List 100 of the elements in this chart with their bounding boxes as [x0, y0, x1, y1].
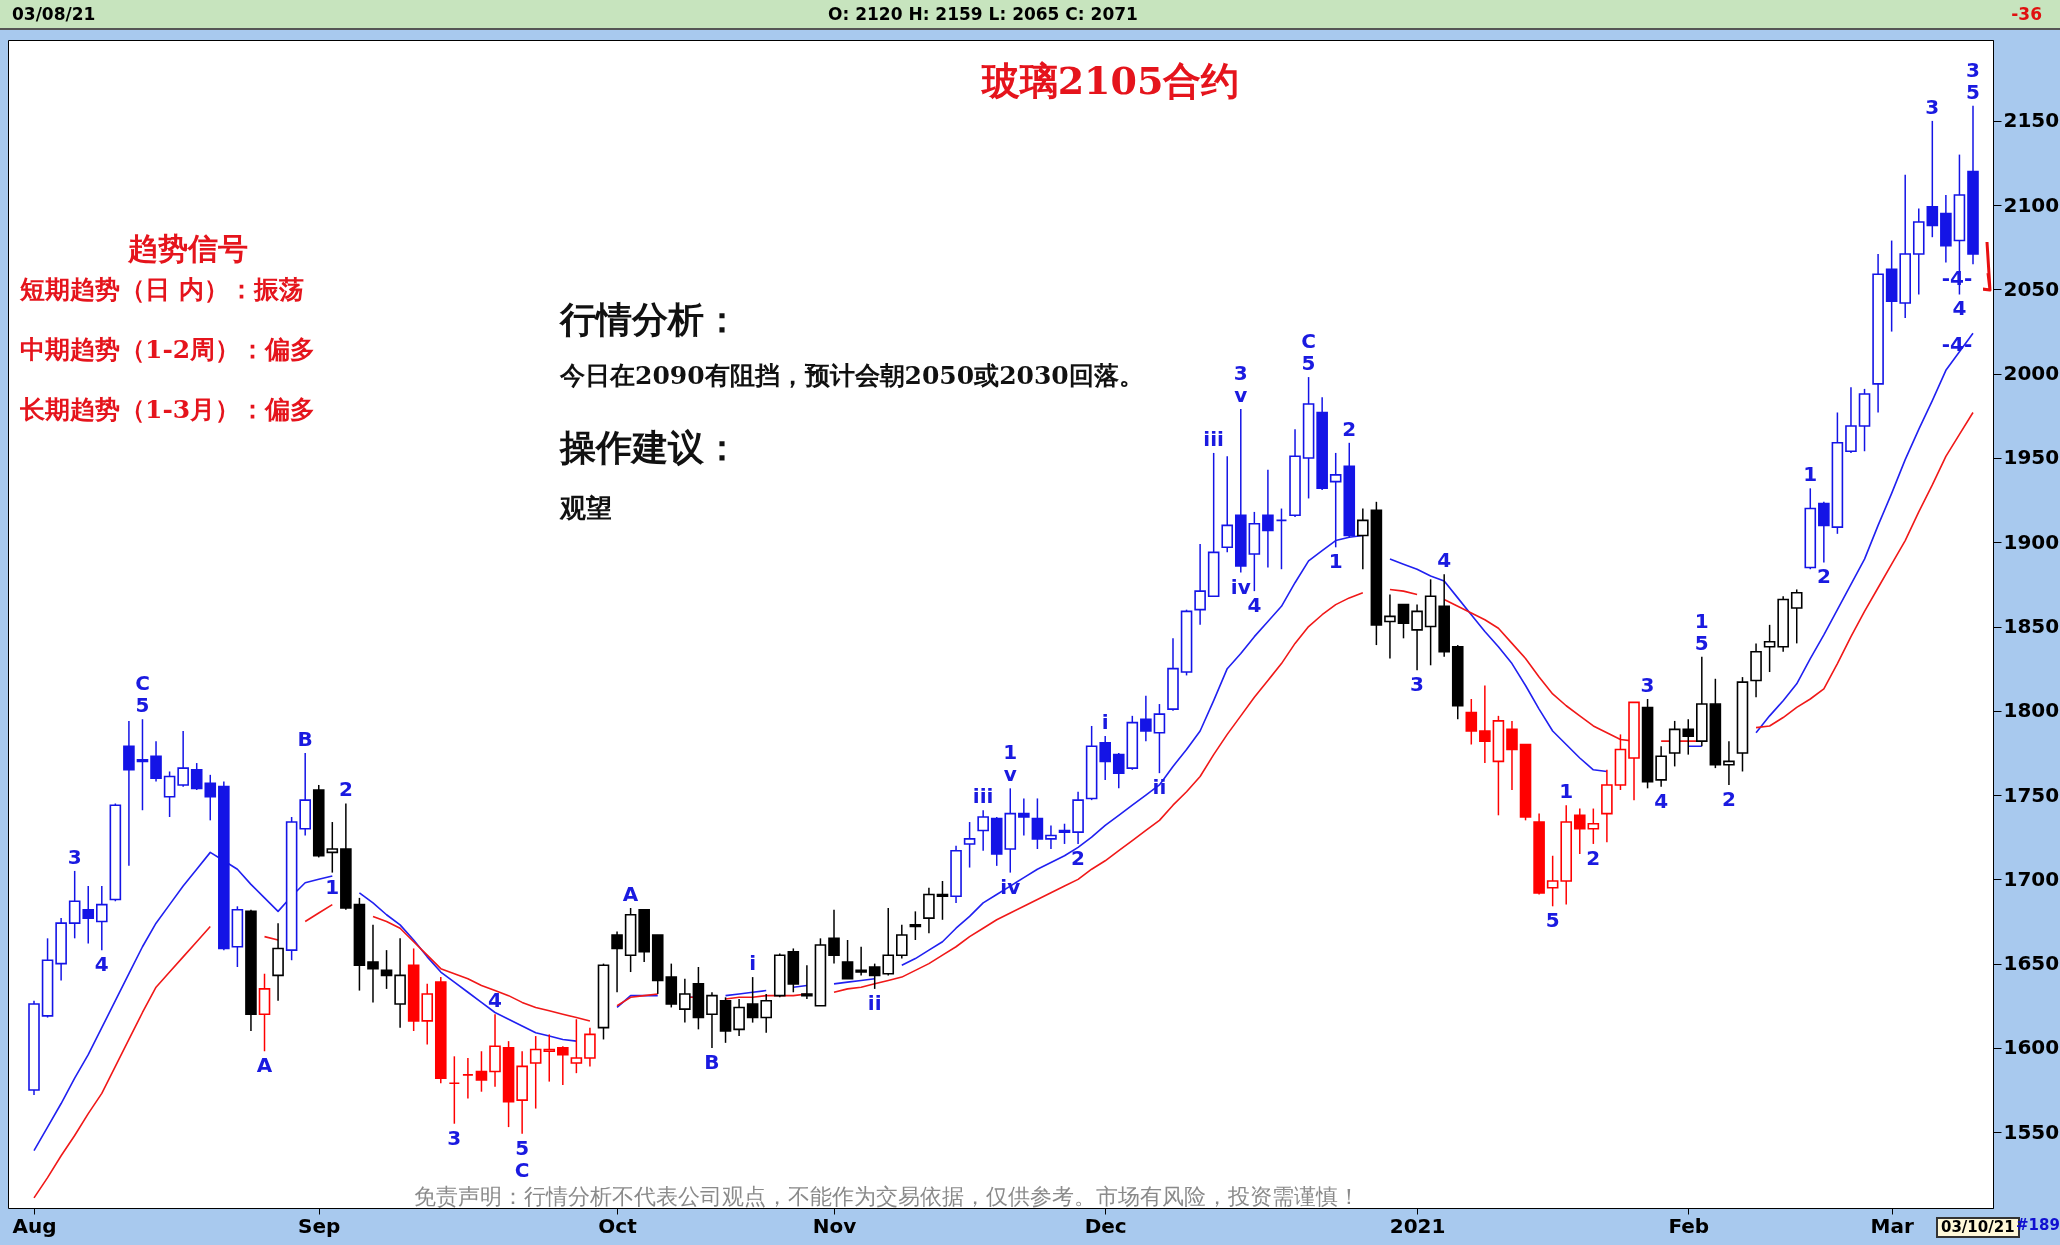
text: -36: [2011, 4, 2042, 24]
annotation: 中期趋势（1-2周）：偏多: [20, 335, 316, 364]
candlestick: [1194, 543, 1206, 626]
annotation: 今日在2090有阻挡，预计会朝2050或2030回落。: [560, 361, 1144, 390]
candlestick: [475, 1050, 488, 1093]
annotation: 2: [1071, 845, 1086, 870]
candlestick: [841, 939, 854, 980]
candlestick: [1763, 624, 1776, 673]
annotation: 1: [1559, 779, 1574, 804]
candlestick: [1655, 745, 1667, 788]
candlestick: [136, 718, 149, 811]
annotation: 短期趋势（日 内）：振荡: [20, 275, 304, 304]
annotation: 5: [1545, 908, 1560, 933]
candlestick: [1384, 593, 1396, 660]
candlestick: [584, 1026, 596, 1068]
y-tick-label: 2100: [2003, 192, 2060, 217]
candlestick: [1790, 588, 1803, 645]
candlestick: [909, 910, 922, 941]
candlestick: [1926, 120, 1939, 238]
candlestick: [855, 946, 867, 977]
annotation: 操作建议：: [560, 426, 740, 468]
annotation: 1: [1803, 462, 1818, 487]
x-tick-label: Nov: [812, 1213, 857, 1238]
x-tick-label: Aug: [12, 1213, 57, 1238]
y-tick-label: 1550: [2003, 1119, 2060, 1144]
candlestick: [123, 720, 135, 867]
annotation: 1: [1694, 608, 1709, 633]
annotation: i: [1101, 710, 1109, 735]
candlestick: [1546, 855, 1559, 908]
annotation: 2: [1342, 416, 1357, 441]
annotation: C: [1301, 329, 1316, 354]
text: O: 2120 H: 2159 L: 2065 C: 2071: [828, 4, 1138, 24]
annotation: 3: [1233, 361, 1248, 386]
y-tick-label: 1750: [2003, 782, 2060, 807]
annotation: 1: [1328, 549, 1343, 574]
candlestick: [543, 1033, 556, 1083]
annotation: 4: [1437, 548, 1452, 573]
annotation: 5: [1966, 79, 1980, 104]
annotation: 1: [325, 874, 340, 899]
candlestick: [1397, 603, 1410, 640]
annotation: B: [297, 726, 313, 751]
annotation: 4: [488, 988, 502, 1013]
candlestick: [1018, 797, 1030, 837]
candlestick: [150, 740, 162, 783]
candlestick: [1221, 455, 1234, 554]
x-tick-label: Feb: [1668, 1213, 1710, 1238]
candlestick: [1479, 684, 1491, 764]
candlestick: [1031, 797, 1044, 850]
candlestick: [96, 885, 108, 951]
y-tick-label: 2150: [2003, 108, 2060, 133]
candlestick: [1357, 507, 1369, 570]
candlestick: [177, 730, 189, 788]
annotation: B: [704, 1049, 720, 1074]
candlestick: [923, 887, 935, 935]
candlestick: [1112, 752, 1125, 790]
annotation: v: [1234, 383, 1248, 408]
candlestick: [529, 1035, 542, 1110]
candlestick: [570, 1018, 583, 1074]
annotation: 趋势信号: [128, 231, 248, 266]
candlestick: [760, 993, 773, 1034]
annotation: 3: [67, 844, 82, 869]
x-tick-label: Oct: [598, 1213, 638, 1238]
annotation: 5: [135, 693, 150, 718]
candlestick: [1140, 694, 1152, 742]
candlestick: [1275, 507, 1288, 570]
candlestick: [1668, 720, 1681, 768]
candlestick: [448, 1055, 461, 1125]
annotation: 4: [1952, 296, 1967, 321]
annotation: 2: [1586, 845, 1601, 870]
y-tick-label: 2000: [2003, 361, 2060, 386]
annotation: C: [514, 1157, 530, 1182]
annotation: 4: [1654, 788, 1669, 813]
candlestick: [462, 1057, 474, 1100]
x-tick-label: Sep: [298, 1213, 341, 1238]
annotation: 5: [515, 1135, 530, 1160]
candlestick: [326, 821, 339, 874]
y-tick-label: 1850: [2003, 614, 2060, 639]
y-tick-label: 1650: [2003, 951, 2060, 976]
candlestick: [1818, 501, 1830, 564]
annotation: 4: [94, 952, 109, 977]
candlestick: [611, 930, 623, 994]
y-tick-label: 1600: [2003, 1035, 2060, 1060]
annotation: 3: [447, 1125, 462, 1150]
x-tick-label: Dec: [1084, 1213, 1127, 1238]
annotation: 1: [1003, 740, 1018, 765]
x-tick-label: 2021: [1389, 1213, 1446, 1238]
annotation: 3: [1410, 672, 1425, 697]
y-tick-label: 2050: [2003, 276, 2060, 301]
y-tick-label: 1700: [2003, 866, 2060, 891]
candlestick: [1411, 603, 1423, 672]
annotation: 行情分析：: [560, 298, 740, 340]
text: 03/08/21: [12, 4, 96, 24]
annotation: 观望: [560, 493, 612, 523]
text: 03/10/21: [1941, 1218, 2015, 1236]
candlestick: [1723, 740, 1735, 786]
candlestick: [1262, 469, 1274, 569]
candlestick: [557, 1045, 569, 1086]
candlestick: [868, 962, 881, 990]
y-tick-label: 1950: [2003, 445, 2060, 470]
annotation: 2: [1721, 786, 1736, 811]
